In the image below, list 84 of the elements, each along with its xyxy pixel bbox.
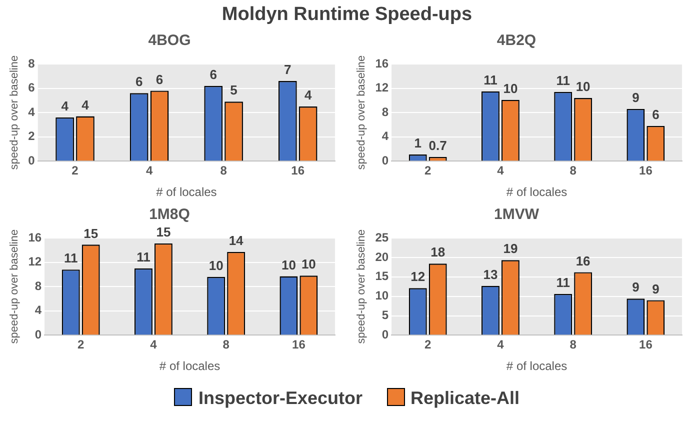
x-axis-title: # of locales (159, 359, 220, 374)
y-axis-title: speed-up over baseline (8, 55, 21, 170)
x-tick-label: 2 (78, 338, 85, 352)
y-tick-label: 12 (28, 254, 42, 269)
chart-title: 1MVW (494, 206, 540, 224)
y-tick-label: 6 (28, 80, 36, 95)
x-tick-label: 16 (291, 164, 305, 178)
data-label: 9 (652, 281, 660, 296)
y-tick-label: 12 (375, 80, 389, 95)
data-label: 12 (410, 269, 426, 284)
chart-title: 1M8Q (149, 206, 190, 224)
data-label: 16 (576, 253, 590, 268)
legend-label: Replicate-All (410, 388, 520, 409)
chart-title: 4B2Q (496, 32, 536, 50)
data-label: 6 (652, 107, 660, 122)
y-tick-label: 0 (382, 328, 389, 342)
x-axis-title: # of locales (156, 185, 217, 200)
y-tick-label: 4 (382, 129, 389, 144)
data-label: 9 (632, 90, 640, 106)
data-label: 11 (556, 275, 570, 290)
data-label: 10 (281, 257, 296, 272)
data-label: 10 (208, 258, 224, 273)
data-label: 10 (576, 79, 590, 94)
data-label: 4 (304, 88, 312, 103)
data-label: 6 (156, 72, 164, 87)
y-tick-label: 10 (375, 288, 389, 303)
data-label: 15 (84, 226, 98, 241)
y-tick-label: 2 (28, 129, 36, 144)
y-tick-label: 8 (28, 56, 36, 70)
chart-title: 4BOG (148, 32, 191, 50)
x-axis-title: # of locales (506, 185, 568, 200)
x-tick-label: 8 (222, 338, 230, 352)
data-label: 11 (556, 73, 570, 88)
data-label: 4 (82, 97, 90, 112)
data-label: 18 (430, 244, 446, 260)
x-tick-label: 4 (497, 164, 504, 178)
y-tick-label: 25 (375, 230, 389, 244)
data-label: 6 (210, 66, 217, 82)
data-label: 5 (230, 82, 238, 98)
y-tick-label: 4 (28, 104, 36, 119)
data-label: 14 (228, 233, 244, 248)
text: Moldyn Runtime Speed-ups (220, 3, 474, 27)
y-axis-title: speed-up over baseline (356, 229, 368, 344)
y-tick-label: 0 (28, 154, 36, 168)
x-tick-label: 2 (424, 338, 432, 352)
y-tick-label: 8 (34, 278, 42, 293)
x-tick-label: 16 (639, 164, 653, 178)
data-label: 13 (483, 266, 498, 282)
data-label: 15 (156, 224, 171, 240)
legend-label: Inspector-Executor (197, 388, 362, 409)
y-tick-label: 16 (375, 56, 389, 70)
x-tick-label: 16 (639, 338, 653, 352)
y-tick-label: 4 (34, 303, 42, 318)
y-axis-title: speed-up over baseline (356, 55, 368, 170)
data-label: 4 (61, 98, 70, 114)
data-label: 9 (632, 280, 640, 295)
x-tick-label: 8 (220, 164, 228, 178)
data-label: 7 (284, 62, 292, 78)
data-label: 19 (503, 241, 518, 256)
x-tick-label: 2 (72, 164, 79, 178)
y-tick-label: 15 (375, 269, 389, 284)
y-tick-label: 16 (28, 230, 42, 244)
x-tick-label: 16 (292, 338, 306, 352)
data-label: 10 (301, 256, 316, 272)
data-label: 11 (136, 249, 150, 264)
y-tick-label: 0 (34, 328, 42, 342)
y-tick-label: 5 (382, 308, 389, 322)
data-label: 11 (64, 250, 78, 266)
data-label: 0.7 (428, 138, 447, 154)
x-tick-label: 2 (424, 164, 432, 178)
data-label: 10 (503, 80, 518, 96)
x-tick-label: 8 (570, 164, 577, 178)
y-tick-label: 0 (382, 154, 389, 168)
data-label: 6 (135, 74, 143, 90)
x-tick-label: 8 (570, 338, 577, 352)
y-tick-label: 20 (375, 250, 389, 264)
x-axis-title: # of locales (506, 359, 568, 374)
y-axis-title: speed-up over baseline (8, 229, 21, 344)
data-label: 1 (414, 136, 422, 151)
x-tick-label: 4 (497, 338, 504, 352)
x-tick-label: 4 (150, 338, 158, 352)
data-label: 11 (484, 72, 498, 88)
y-tick-label: 8 (382, 104, 389, 119)
x-tick-label: 4 (146, 164, 153, 178)
